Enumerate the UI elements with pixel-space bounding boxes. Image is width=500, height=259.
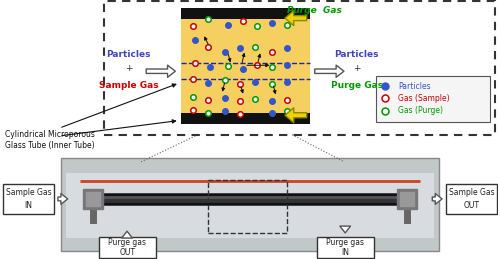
Bar [104, 1, 496, 135]
Text: Gas (Sample): Gas (Sample) [398, 94, 450, 103]
Text: Sample Gas: Sample Gas [448, 188, 494, 197]
Bar [180, 113, 310, 124]
Text: Cylindrical Microporous
Glass Tube (Inner Tube): Cylindrical Microporous Glass Tube (Inne… [4, 130, 94, 149]
Text: +: + [125, 64, 132, 73]
Bar [3, 184, 54, 214]
Bar [180, 8, 310, 19]
Text: Purge gas: Purge gas [326, 238, 364, 247]
Text: +: + [353, 64, 360, 73]
Bar [99, 237, 156, 258]
Text: OUT: OUT [464, 201, 479, 210]
Text: Sample Gas: Sample Gas [98, 81, 158, 90]
Text: Purge gas: Purge gas [108, 238, 146, 247]
Text: IN: IN [24, 201, 32, 210]
Bar [446, 184, 497, 214]
Bar [180, 8, 310, 124]
Text: Particles: Particles [334, 50, 379, 59]
Text: Purge Gas: Purge Gas [330, 81, 382, 90]
Text: Sample Gas: Sample Gas [6, 188, 52, 197]
Bar [60, 158, 440, 251]
Bar [66, 173, 434, 238]
Text: Purge  Gas: Purge Gas [287, 6, 342, 16]
Text: OUT: OUT [120, 248, 136, 257]
Text: Particles: Particles [398, 82, 430, 91]
Bar [376, 76, 490, 122]
Bar [317, 237, 374, 258]
Text: IN: IN [342, 248, 349, 257]
Bar [208, 180, 287, 233]
Text: Particles: Particles [106, 50, 151, 59]
Text: Gas (Purge): Gas (Purge) [398, 106, 443, 115]
